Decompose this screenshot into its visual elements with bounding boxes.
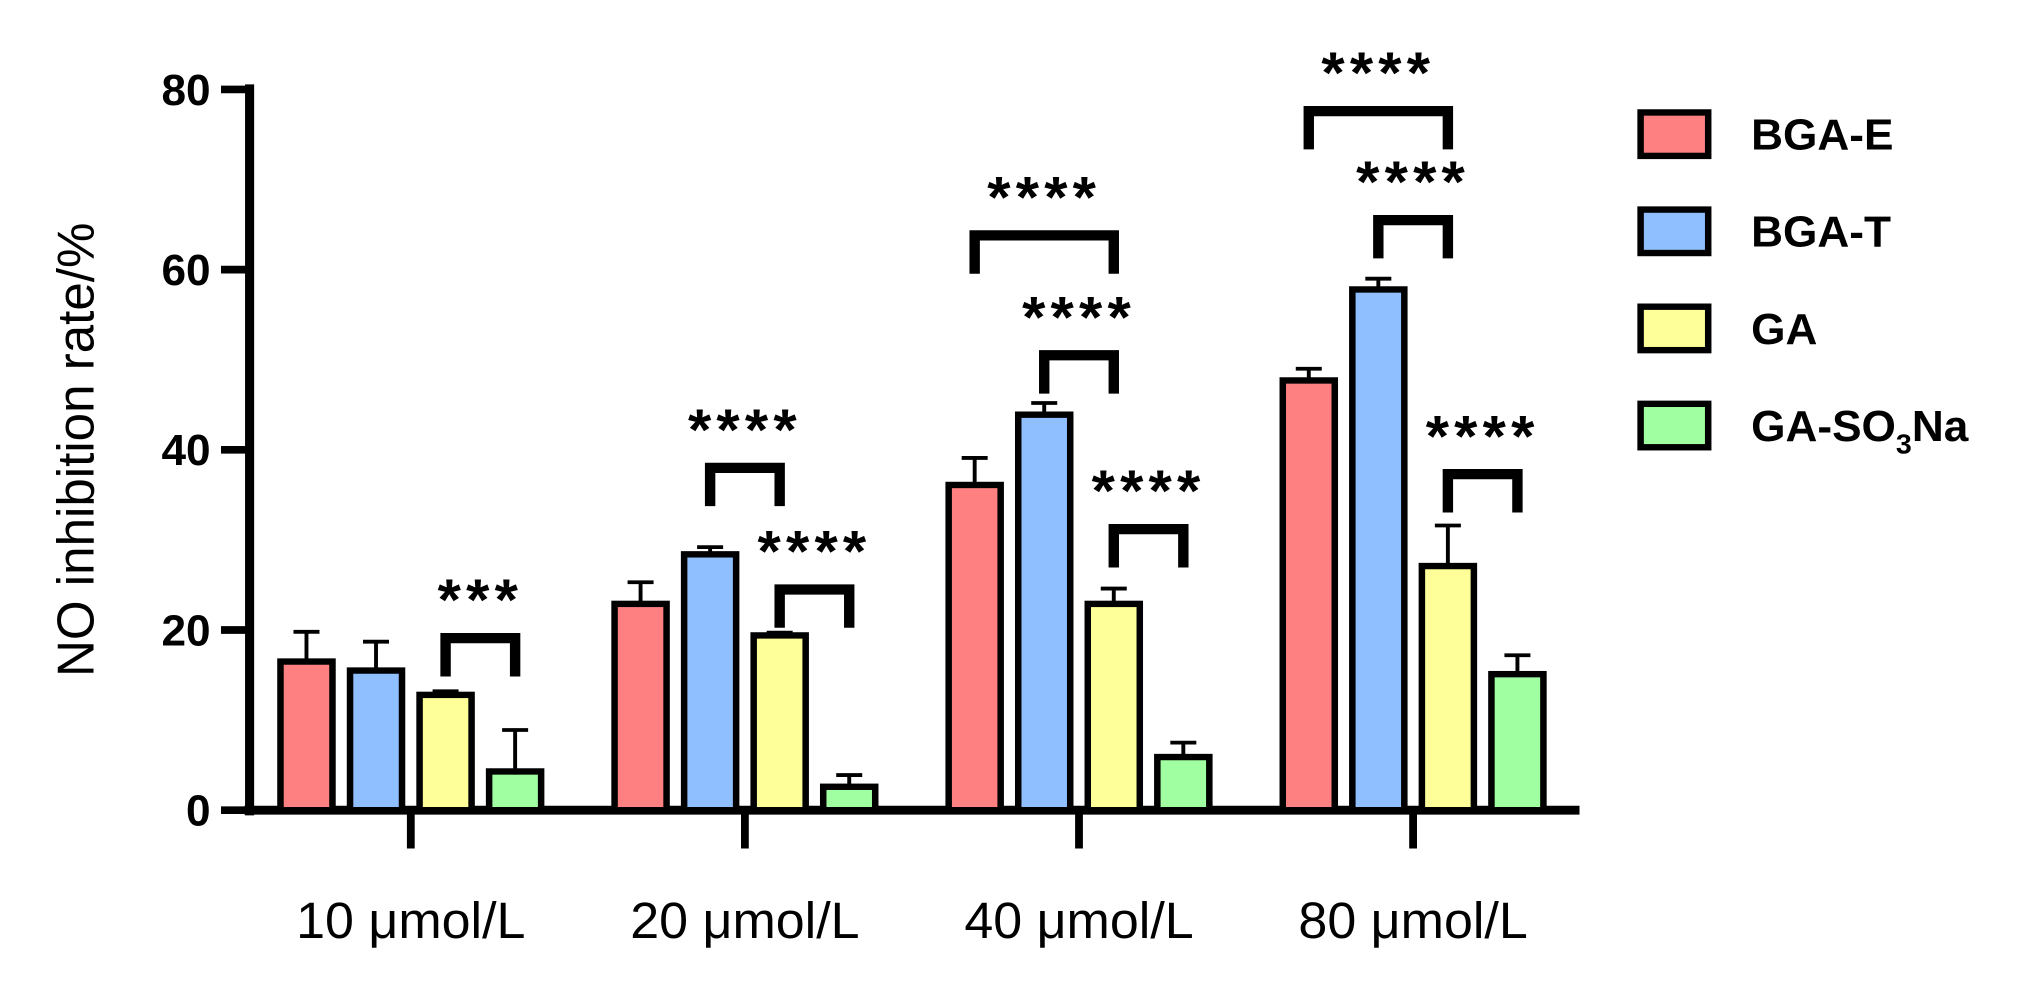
- significance-bracket: [1373, 214, 1454, 259]
- significance-label: ****: [1356, 149, 1470, 215]
- significance-bracket: [1108, 523, 1189, 568]
- y-tick-label: 80: [161, 66, 210, 115]
- legend-swatch: [1637, 109, 1712, 160]
- legend-label-bga-e: BGA-E: [1751, 111, 1893, 160]
- x-tick-label: 10 μmol/L: [296, 891, 525, 949]
- x-tick-label: 80 μmol/L: [1298, 891, 1527, 949]
- significance-label: ****: [987, 164, 1101, 230]
- legend-label-bga-t: BGA-T: [1751, 208, 1891, 257]
- bar-bga-e: [277, 658, 336, 814]
- significance-label: ****: [758, 518, 872, 584]
- bar-bga-t: [1014, 411, 1074, 814]
- legend-label-ga: GA: [1751, 305, 1817, 354]
- bar-bga-e: [1279, 377, 1339, 814]
- significance-label: ****: [1426, 403, 1540, 469]
- x-tick-label: 20 μmol/L: [630, 891, 859, 949]
- legend-swatch: [1637, 400, 1712, 451]
- significance-label: ****: [1022, 284, 1136, 350]
- bar-ga-so3na: [485, 768, 545, 814]
- y-tick-label: 20: [161, 607, 210, 656]
- x-tick-label: 40 μmol/L: [964, 891, 1193, 949]
- significance-label: ****: [688, 396, 802, 462]
- significance-bracket: [440, 633, 521, 677]
- significance-bracket: [1039, 350, 1119, 394]
- significance-label: ****: [1321, 40, 1435, 106]
- significance-bracket: [774, 584, 855, 628]
- y-tick-label: 40: [161, 426, 210, 475]
- significance-bracket: [969, 230, 1119, 274]
- significance-bracket: [704, 462, 785, 507]
- legend-swatch: [1637, 303, 1712, 354]
- bar-ga-so3na: [1154, 753, 1213, 814]
- bar-bga-t: [1349, 286, 1408, 814]
- y-tick-label: 60: [161, 246, 210, 295]
- y-tick-label: 0: [186, 787, 211, 836]
- y-axis-label: NO inhibition rate/%: [46, 223, 104, 677]
- bar-bga-t: [680, 551, 740, 814]
- significance-label: ***: [438, 567, 523, 633]
- legend-label-ga-so3na: GA-SO3Na: [1751, 402, 1969, 460]
- significance-bracket: [1303, 105, 1454, 150]
- legend-swatch: [1637, 206, 1712, 257]
- bar-bga-t: [346, 667, 406, 814]
- significance-label: ****: [1092, 458, 1206, 524]
- bar-ga: [1084, 600, 1144, 814]
- bar-ga: [750, 632, 809, 814]
- bar-ga: [1418, 562, 1478, 814]
- bar-ga-so3na: [819, 783, 879, 814]
- bar-bga-e: [945, 481, 1004, 814]
- significance-bracket: [1442, 469, 1523, 513]
- bar-bga-e: [611, 600, 670, 814]
- bar-ga-so3na: [1488, 670, 1547, 814]
- bar-ga: [416, 691, 475, 814]
